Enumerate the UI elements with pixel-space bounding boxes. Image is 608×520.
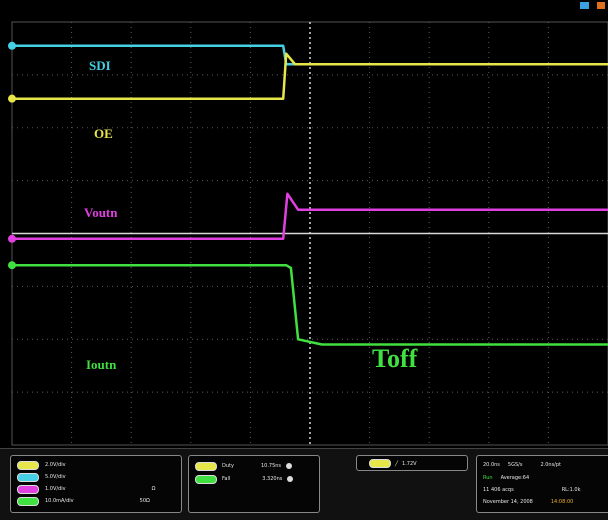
- acqs-row: 11 406 acqs RL:1.0k: [483, 485, 580, 495]
- measurement-2-name: Fall: [222, 476, 231, 482]
- channel-marker-sdi: [8, 41, 16, 50]
- channel-3-scale: 1.0V/div: [45, 486, 66, 492]
- channel-1-scale: 2.0V/div: [45, 462, 66, 468]
- channel-marker-voutn: [8, 234, 16, 243]
- channel-marker-ioutn: [8, 261, 16, 270]
- label-toff: Toff: [372, 344, 418, 373]
- channel-4-marker: [17, 496, 39, 506]
- label-ioutn: Ioutn: [86, 357, 117, 372]
- horizontal-acquisition-panel[interactable]: 20.0ns 5GS/s 2.0ns/pt Run Average:64 11 …: [476, 455, 608, 513]
- window-minimize-icon[interactable]: [580, 2, 589, 9]
- measurement-row[interactable]: Duty 10.75ns: [195, 461, 293, 471]
- label-oe: OE: [94, 126, 113, 141]
- run-state: Run: [483, 475, 493, 481]
- trigger-level: 1.72V: [402, 460, 417, 467]
- record-length: RL:1.0k: [561, 487, 581, 493]
- date-row: November 14, 2008 14:08:00: [483, 497, 573, 507]
- acquire-row: Run Average:64: [483, 473, 529, 483]
- measurement-1-marker: [195, 461, 217, 471]
- timebase: 20.0ns: [483, 462, 500, 468]
- channel-3-marker: [17, 484, 39, 494]
- measurement-row[interactable]: Fall 3.320ns: [195, 474, 294, 484]
- channel-marker-oe: [8, 94, 16, 103]
- channel-3-coupling: Ω: [151, 486, 156, 492]
- window-close-icon[interactable]: [597, 2, 605, 9]
- date: November 14, 2008: [483, 499, 533, 505]
- trigger-source-marker: [369, 459, 391, 468]
- channel-row[interactable]: 2.0V/div: [17, 460, 66, 470]
- channel-2-scale: 5.0V/div: [45, 474, 66, 480]
- timebase-row: 20.0ns 5GS/s 2.0ns/pt: [483, 460, 561, 470]
- trigger-panel[interactable]: ╱ 1.72V: [356, 455, 468, 471]
- channel-settings-panel[interactable]: 2.0V/div 5.0V/div 1.0V/div Ω 10.0mA/div …: [10, 455, 182, 513]
- waveform-plot: [8, 21, 608, 446]
- measurement-panel[interactable]: Duty 10.75ns Fall 3.320ns: [188, 455, 320, 513]
- sample-rate: 5GS/s: [507, 462, 523, 468]
- measurement-1-indicator-icon: [286, 463, 293, 469]
- acquisition-count: 11 406 acqs: [483, 487, 514, 493]
- acquire-mode: Average:64: [500, 475, 530, 481]
- trace-ioutn: [12, 263, 608, 346]
- record-resolution: 2.0ns/pt: [540, 462, 561, 468]
- trace-oe: [12, 52, 608, 100]
- measurement-1-name: Duty: [222, 463, 234, 469]
- channel-4-scale: 10.0mA/div: [45, 498, 74, 504]
- status-bar: 2.0V/div 5.0V/div 1.0V/div Ω 10.0mA/div …: [0, 448, 608, 520]
- channel-4-coupling: 50Ω: [139, 498, 150, 504]
- trace-voutn: [12, 192, 608, 241]
- channel-row[interactable]: 10.0mA/div 50Ω: [17, 496, 150, 506]
- time: 14:08:00: [550, 499, 574, 505]
- channel-1-marker: [17, 460, 39, 470]
- trigger-slope-icon: ╱: [395, 460, 399, 467]
- measurement-2-marker: [195, 474, 217, 484]
- measurement-2-value: 3.320ns: [262, 476, 283, 482]
- label-sdi: SDI: [89, 58, 111, 73]
- measurement-1-value: 10.75ns: [260, 463, 282, 469]
- measurement-2-indicator-icon: [287, 476, 294, 482]
- channel-row[interactable]: 5.0V/div: [17, 472, 66, 482]
- channel-2-marker: [17, 472, 39, 482]
- channel-row[interactable]: 1.0V/div Ω: [17, 484, 155, 494]
- label-voutn: Voutn: [84, 205, 118, 220]
